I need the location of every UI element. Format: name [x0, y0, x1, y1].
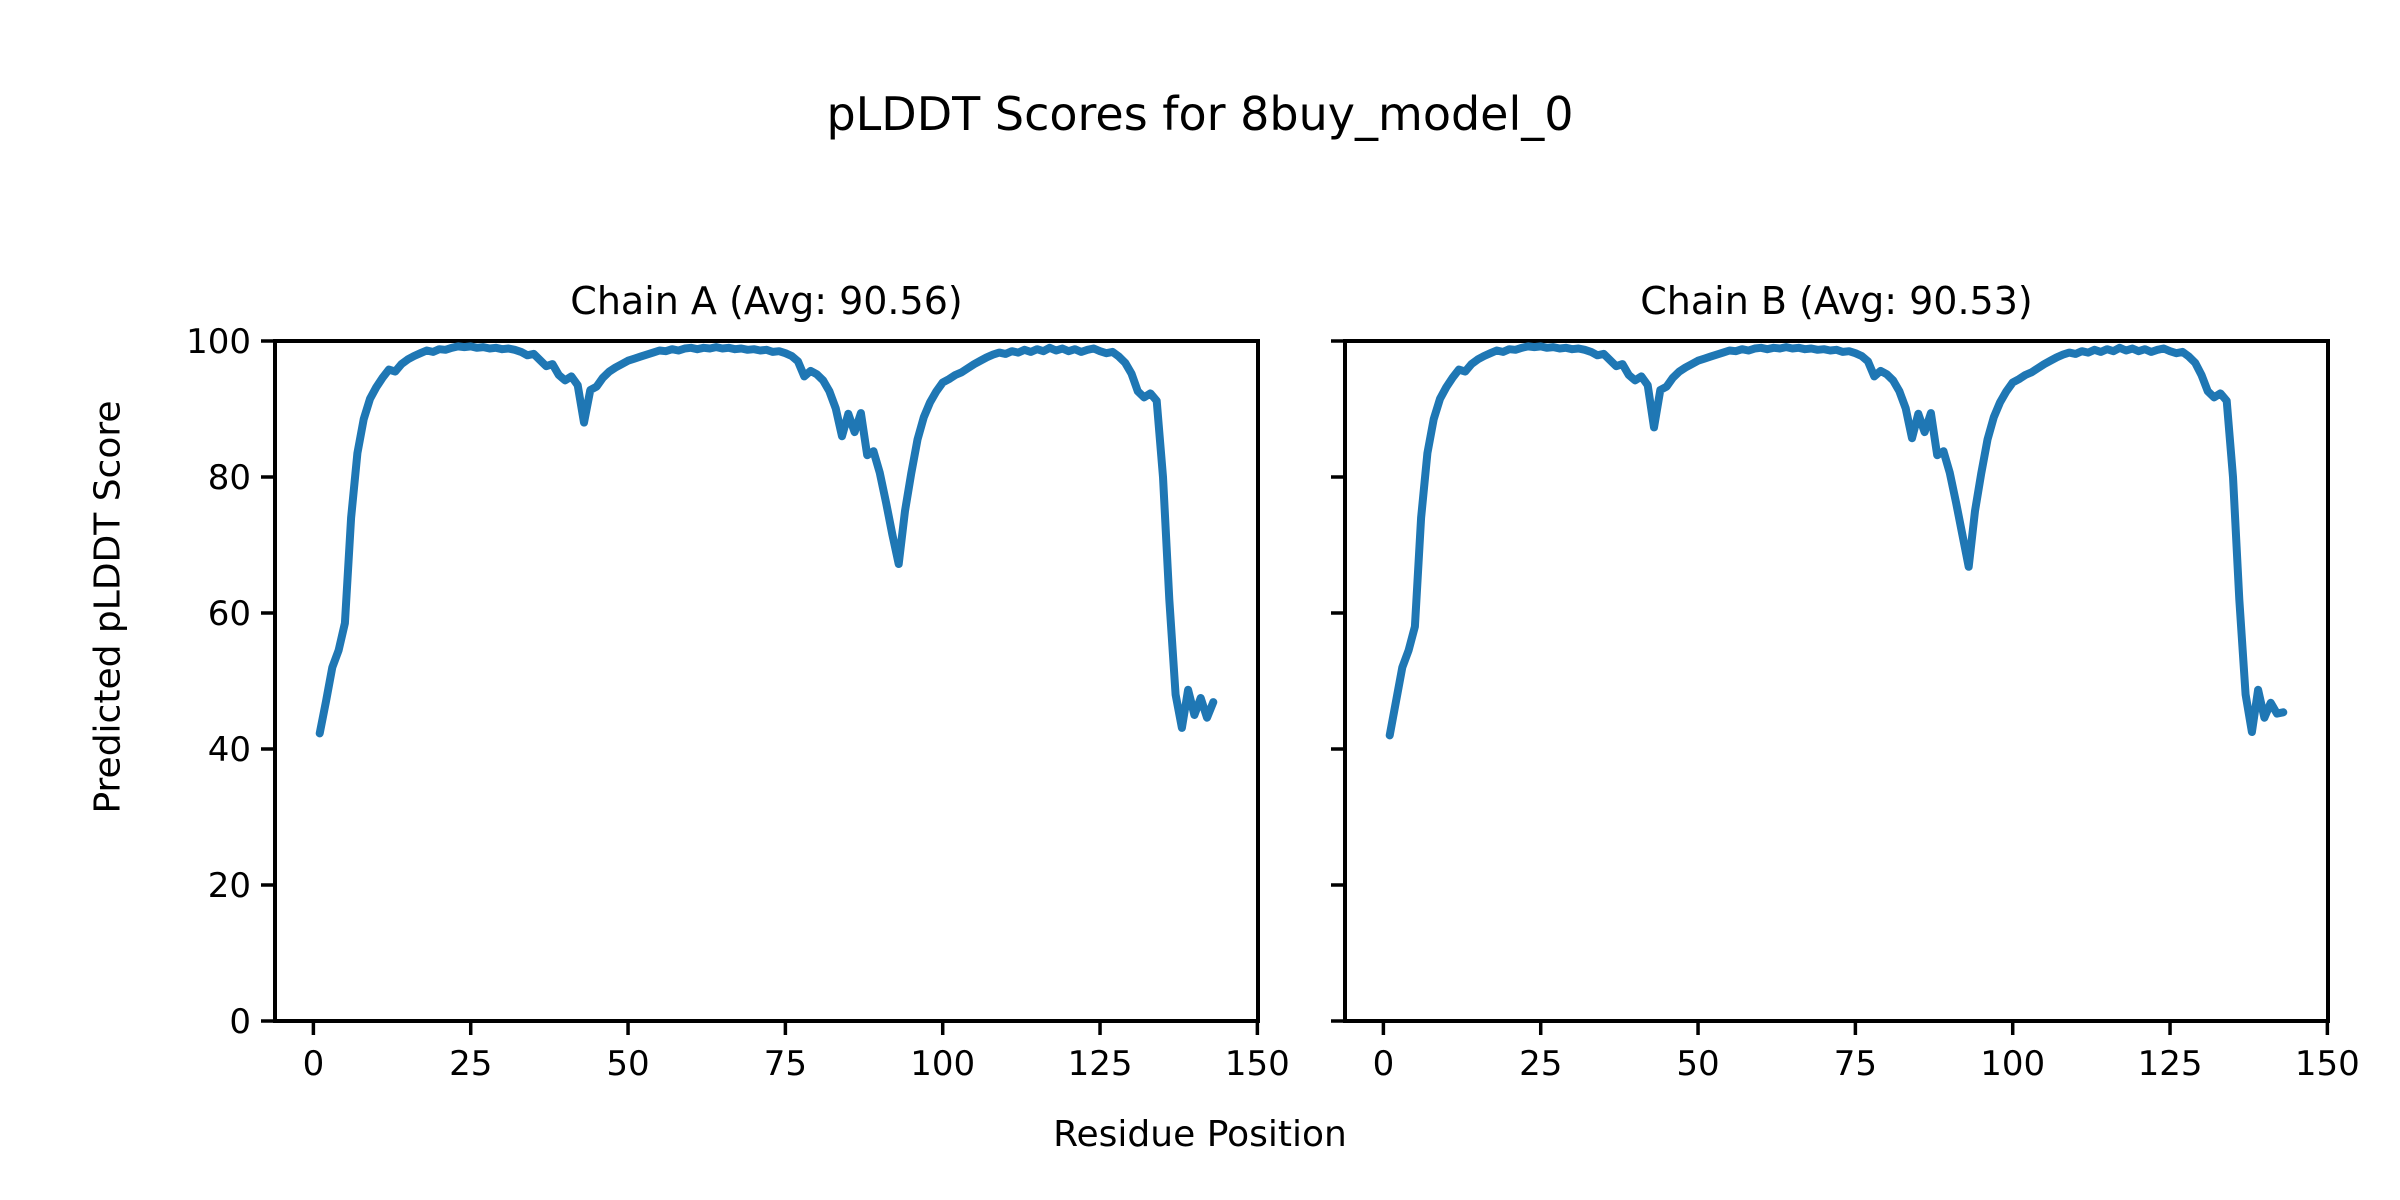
y-tick-label-chain-a: 20 — [208, 866, 251, 906]
plot-line-chain-b — [1385, 342, 2288, 740]
y-tick-label-chain-a: 100 — [186, 322, 251, 362]
x-tick-label-chain-b: 150 — [2295, 1044, 2360, 1084]
x-tick-label-chain-a: 25 — [449, 1044, 492, 1084]
y-tick-label-chain-a: 80 — [208, 458, 251, 498]
x-tick-label-chain-b: 25 — [1519, 1044, 1562, 1084]
x-tick-label-chain-b: 75 — [1834, 1044, 1877, 1084]
x-tick-label-chain-b: 100 — [1980, 1044, 2045, 1084]
x-tick-label-chain-a: 50 — [606, 1044, 649, 1084]
axes-box-chain-b — [1343, 339, 2330, 1023]
x-axis-label: Residue Position — [1053, 1114, 1347, 1155]
x-tick-label-chain-a: 150 — [1225, 1044, 1290, 1084]
y-tick-label-chain-a: 60 — [208, 594, 251, 634]
x-tick-label-chain-b: 125 — [2138, 1044, 2203, 1084]
x-tick-label-chain-a: 0 — [303, 1044, 325, 1084]
y-tick-label-chain-a: 0 — [229, 1002, 251, 1042]
subplot-title-chain-a: Chain A (Avg: 90.56) — [570, 279, 963, 323]
x-tick-label-chain-b: 0 — [1373, 1044, 1395, 1084]
axes-box-chain-a — [273, 339, 1260, 1023]
x-tick-label-chain-a: 75 — [764, 1044, 807, 1084]
x-tick-label-chain-b: 50 — [1676, 1044, 1719, 1084]
x-tick-label-chain-a: 125 — [1068, 1044, 1133, 1084]
figure-title: pLDDT Scores for 8buy_model_0 — [826, 87, 1574, 141]
subplot-title-chain-b: Chain B (Avg: 90.53) — [1640, 279, 2033, 323]
plot-line-chain-a — [315, 342, 1218, 738]
y-tick-label-chain-a: 40 — [208, 730, 251, 770]
x-tick-label-chain-a: 100 — [910, 1044, 975, 1084]
